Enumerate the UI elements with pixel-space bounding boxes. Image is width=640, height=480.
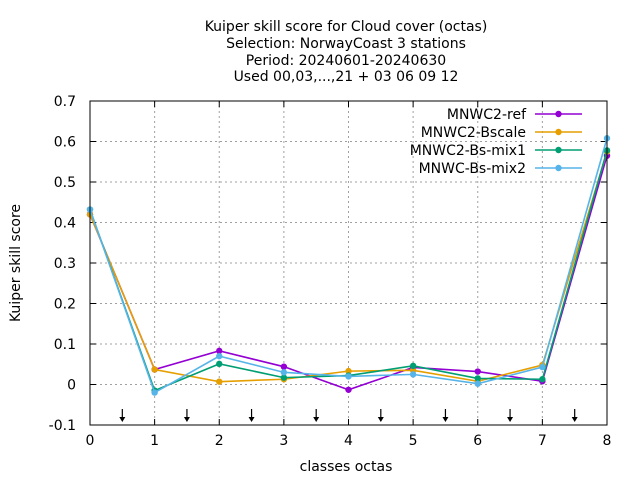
legend-item: MNWC2-Bs-mix1 bbox=[410, 143, 582, 159]
legend-swatch-point bbox=[555, 128, 562, 136]
x-axis-label: classes octas bbox=[300, 459, 393, 475]
x-tick-label: 0 bbox=[86, 433, 95, 449]
legend-item: MNWC2-Bscale bbox=[421, 125, 582, 141]
plot-frame bbox=[89, 100, 608, 426]
data-point bbox=[474, 368, 481, 375]
y-tick-label: 0.3 bbox=[54, 256, 76, 272]
data-point bbox=[474, 380, 481, 387]
x-tick-label: 6 bbox=[473, 433, 482, 449]
class-boundary-arrow bbox=[442, 409, 449, 422]
x-tick-label: 1 bbox=[150, 433, 159, 449]
data-point bbox=[345, 386, 352, 393]
class-boundary-arrows bbox=[119, 409, 578, 422]
y-tick-label: -0.1 bbox=[49, 418, 76, 434]
chart-title: Kuiper skill score for Cloud cover (octa… bbox=[205, 19, 488, 85]
y-tick-label: 0.4 bbox=[54, 216, 76, 232]
data-point bbox=[345, 367, 352, 375]
title-line-3: Period: 20240601-20240630 bbox=[246, 53, 446, 69]
legend: MNWC2-ref MNWC2-Bscale MNWC2-Bs-mix1 MNWC-B… bbox=[410, 107, 582, 177]
class-boundary-arrow bbox=[183, 409, 190, 422]
class-boundary-arrow bbox=[248, 409, 255, 422]
title-line-1: Kuiper skill score for Cloud cover (octa… bbox=[205, 19, 488, 35]
data-point bbox=[345, 373, 352, 380]
y-axis-label: Kuiper skill score bbox=[8, 204, 24, 322]
data-point bbox=[474, 375, 481, 382]
data-series bbox=[86, 135, 611, 396]
class-boundary-arrow bbox=[571, 409, 578, 422]
data-point bbox=[216, 360, 223, 368]
data-point bbox=[409, 362, 417, 370]
y-tick-label: 0.7 bbox=[54, 94, 76, 110]
title-line-4: Used 00,03,...,21 + 03 06 09 12 bbox=[234, 69, 459, 85]
x-tick-label: 8 bbox=[603, 433, 612, 449]
legend-label: MNWC-Bs-mix2 bbox=[419, 161, 526, 177]
legend-swatch-point bbox=[555, 164, 562, 172]
data-point bbox=[280, 363, 288, 370]
x-tick-label: 5 bbox=[409, 433, 418, 449]
x-tick-label: 7 bbox=[538, 433, 547, 449]
tick-labels: -0.1 0 0.1 0.2 0.3 0.4 0.5 0.6 0.7 0 1 2 3 4 5 6 7 8 bbox=[49, 94, 612, 449]
legend-label: MNWC2-ref bbox=[447, 107, 527, 123]
y-tick-label: 0.1 bbox=[54, 337, 76, 353]
title-line-2: Selection: NorwayCoast 3 stations bbox=[226, 36, 466, 52]
data-point bbox=[216, 378, 223, 385]
legend-swatch-point bbox=[555, 146, 562, 154]
y-tick-label: 0.2 bbox=[54, 297, 76, 313]
data-point bbox=[280, 374, 288, 381]
x-tick-label: 2 bbox=[215, 433, 224, 449]
series-MNWC-Bs-mix2 bbox=[86, 135, 611, 396]
x-tick-label: 4 bbox=[344, 433, 353, 449]
legend-item: MNWC2-ref bbox=[447, 107, 582, 123]
class-boundary-arrow bbox=[377, 409, 384, 422]
legend-swatch-point bbox=[555, 110, 562, 118]
data-point bbox=[151, 366, 158, 373]
data-point bbox=[280, 369, 288, 376]
data-point bbox=[409, 371, 417, 378]
data-point bbox=[539, 376, 546, 383]
legend-label: MNWC2-Bscale bbox=[421, 125, 526, 141]
legend-label: MNWC2-Bs-mix1 bbox=[410, 143, 526, 159]
class-boundary-arrow bbox=[507, 409, 514, 422]
class-boundary-arrow bbox=[119, 409, 126, 422]
data-point bbox=[539, 363, 546, 371]
data-point bbox=[216, 352, 223, 360]
y-tick-label: 0 bbox=[67, 378, 76, 394]
data-point bbox=[216, 347, 223, 355]
data-point bbox=[151, 389, 158, 396]
x-tick-label: 3 bbox=[279, 433, 288, 449]
legend-item: MNWC-Bs-mix2 bbox=[419, 161, 582, 177]
y-tick-label: 0.5 bbox=[54, 175, 76, 191]
y-tick-label: 0.6 bbox=[54, 135, 76, 151]
class-boundary-arrow bbox=[313, 409, 320, 422]
